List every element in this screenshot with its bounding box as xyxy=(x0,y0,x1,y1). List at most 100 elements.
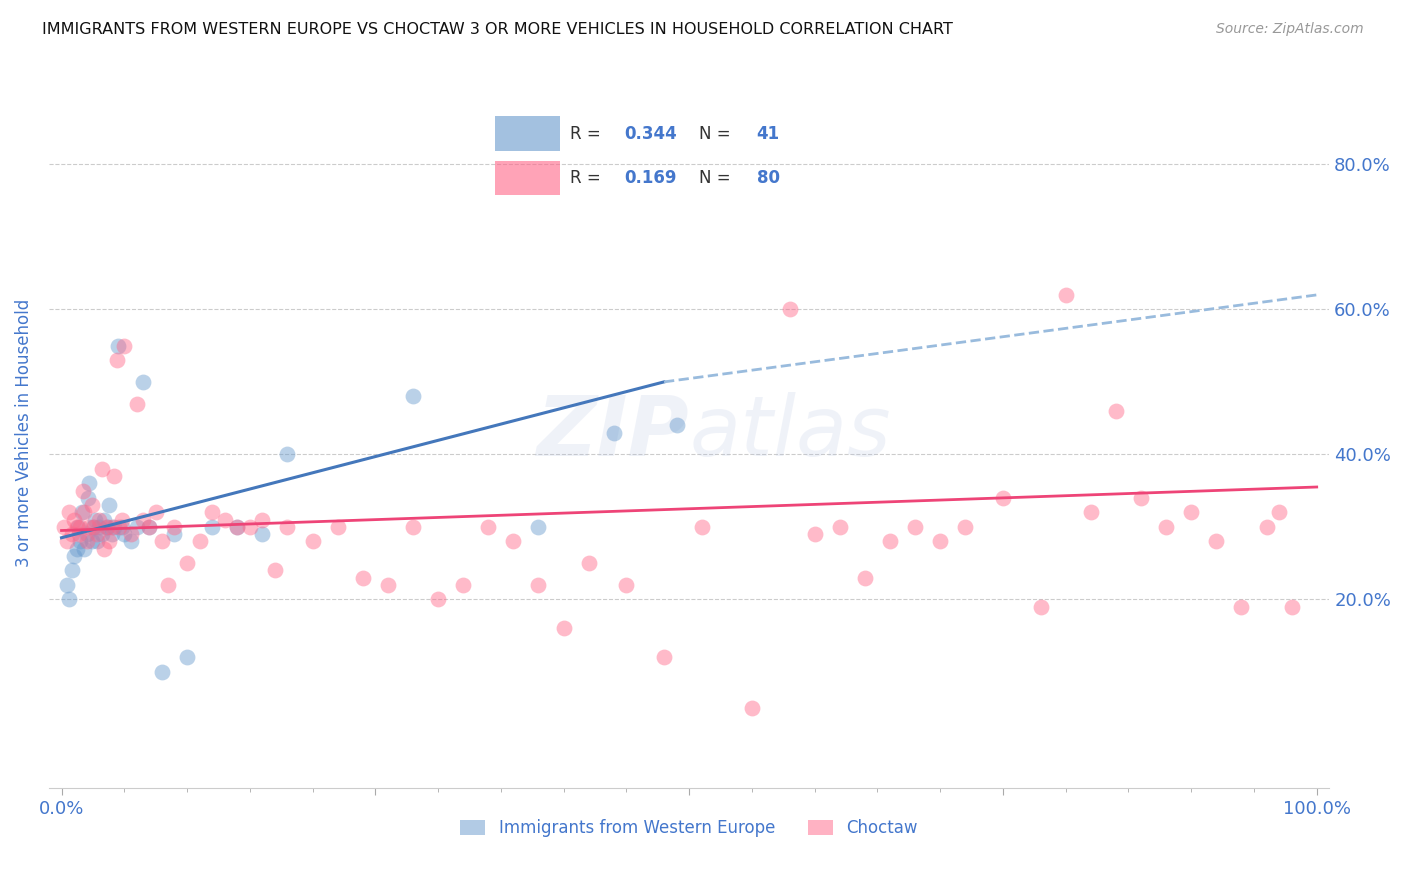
Point xyxy=(741,701,763,715)
Point xyxy=(929,534,952,549)
Point xyxy=(55,534,77,549)
Point xyxy=(111,513,134,527)
Point xyxy=(80,534,103,549)
Point xyxy=(65,541,87,556)
Point xyxy=(879,534,901,549)
Point xyxy=(214,513,236,527)
Point xyxy=(427,592,450,607)
Point xyxy=(1205,534,1227,549)
Point xyxy=(955,520,977,534)
Point xyxy=(112,527,135,541)
Point xyxy=(65,520,87,534)
Point xyxy=(150,665,173,679)
Point xyxy=(163,527,186,541)
Point xyxy=(96,520,118,534)
Point xyxy=(188,534,211,549)
Point xyxy=(53,520,76,534)
Point xyxy=(103,520,125,534)
Point xyxy=(120,527,142,541)
Point xyxy=(125,397,148,411)
Point xyxy=(377,578,399,592)
Point xyxy=(58,505,80,519)
Point xyxy=(1029,599,1052,614)
Point xyxy=(201,520,224,534)
Text: IMMIGRANTS FROM WESTERN EUROPE VS CHOCTAW 3 OR MORE VEHICLES IN HOUSEHOLD CORREL: IMMIGRANTS FROM WESTERN EUROPE VS CHOCTA… xyxy=(42,22,953,37)
Point xyxy=(1080,505,1102,519)
Point xyxy=(93,541,115,556)
Point xyxy=(276,447,298,461)
Point xyxy=(402,389,425,403)
Point xyxy=(665,418,688,433)
Point xyxy=(163,520,186,534)
Point xyxy=(803,527,825,541)
Point xyxy=(252,513,274,527)
Point xyxy=(98,534,121,549)
Point xyxy=(120,534,142,549)
Point xyxy=(69,520,91,534)
Point xyxy=(70,505,93,519)
Point xyxy=(553,621,575,635)
Point xyxy=(67,527,90,541)
Point xyxy=(1180,505,1202,519)
Point xyxy=(111,520,134,534)
Point xyxy=(66,520,89,534)
Point xyxy=(301,534,323,549)
Point xyxy=(83,520,105,534)
Point xyxy=(1268,505,1291,519)
Point xyxy=(326,520,349,534)
Point xyxy=(112,339,135,353)
Point xyxy=(73,541,96,556)
Point xyxy=(264,563,287,577)
Point xyxy=(176,650,198,665)
Point xyxy=(603,425,626,440)
Point xyxy=(853,571,876,585)
Point xyxy=(77,491,100,505)
Point xyxy=(252,527,274,541)
Point xyxy=(93,513,115,527)
Point xyxy=(76,527,98,541)
Point xyxy=(63,513,86,527)
Point xyxy=(1054,288,1077,302)
Point xyxy=(1256,520,1278,534)
Point xyxy=(502,534,524,549)
Point xyxy=(98,498,121,512)
Point xyxy=(84,513,107,527)
Point xyxy=(828,520,851,534)
Point xyxy=(73,505,96,519)
Point xyxy=(89,513,111,527)
Point xyxy=(125,520,148,534)
Point xyxy=(157,578,180,592)
Point xyxy=(176,556,198,570)
Point xyxy=(150,534,173,549)
Point xyxy=(578,556,600,570)
Point xyxy=(90,527,112,541)
Point xyxy=(1154,520,1177,534)
Point xyxy=(527,578,550,592)
Point xyxy=(991,491,1014,505)
Point xyxy=(779,302,801,317)
Point xyxy=(107,339,129,353)
Point xyxy=(138,520,160,534)
Point xyxy=(82,520,104,534)
Y-axis label: 3 or more Vehicles in Household: 3 or more Vehicles in Household xyxy=(15,299,32,566)
Point xyxy=(89,520,111,534)
Text: ZIP: ZIP xyxy=(537,392,689,473)
Point xyxy=(108,520,131,534)
Point xyxy=(477,520,499,534)
Point xyxy=(77,520,100,534)
Point xyxy=(527,520,550,534)
Point xyxy=(86,534,108,549)
Point xyxy=(1230,599,1253,614)
Point xyxy=(103,469,125,483)
Point xyxy=(60,563,83,577)
Point xyxy=(276,520,298,534)
Point xyxy=(201,505,224,519)
Point xyxy=(226,520,249,534)
Point xyxy=(1130,491,1153,505)
Point xyxy=(145,505,167,519)
Point xyxy=(352,571,374,585)
Point xyxy=(100,527,122,541)
Text: Source: ZipAtlas.com: Source: ZipAtlas.com xyxy=(1216,22,1364,37)
Point xyxy=(76,534,98,549)
Point xyxy=(226,520,249,534)
